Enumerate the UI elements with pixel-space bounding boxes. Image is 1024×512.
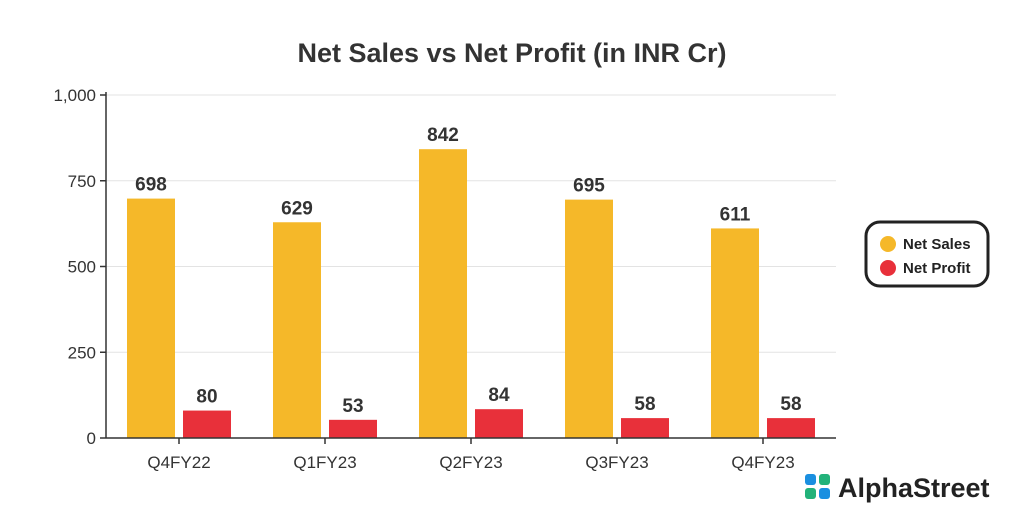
data-label-net-sales: 629 <box>281 198 313 219</box>
data-label-net-profit: 53 <box>342 396 363 417</box>
x-tick-label: Q4FY22 <box>147 453 210 472</box>
x-tick-label: Q3FY23 <box>585 453 648 472</box>
legend-box <box>864 220 990 288</box>
y-tick-label: 0 <box>87 429 96 448</box>
bar-net-sales-q2fy23 <box>419 149 467 438</box>
x-tick-label: Q2FY23 <box>439 453 502 472</box>
data-label-net-profit: 80 <box>196 387 217 408</box>
data-label-net-sales: 611 <box>720 204 751 225</box>
bar-net-sales-q4fy23 <box>711 228 759 438</box>
data-label-net-sales: 842 <box>427 125 459 146</box>
legend-label-net-sales: Net Sales <box>903 236 971 253</box>
bar-net-sales-q1fy23 <box>273 222 321 438</box>
data-label-net-sales: 695 <box>573 176 605 197</box>
legend-label-net-profit: Net Profit <box>903 260 971 277</box>
data-label-net-profit: 58 <box>780 394 801 415</box>
chart-title: Net Sales vs Net Profit (in INR Cr) <box>297 38 726 68</box>
bar-net-profit-q4fy22 <box>183 410 231 438</box>
data-label-net-sales: 698 <box>135 175 167 196</box>
y-tick-label: 500 <box>68 258 96 277</box>
brand-name: AlphaStreet <box>838 473 990 503</box>
bar-net-profit-q2fy23 <box>475 409 523 438</box>
legend-marker-net-profit <box>880 260 896 276</box>
y-tick-label: 1,000 <box>53 86 96 105</box>
brand-logo: AlphaStreet <box>805 473 990 503</box>
bar-net-sales-q4fy22 <box>127 198 175 438</box>
bar-net-profit-q4fy23 <box>767 418 815 438</box>
y-axis-ticks: 0 250 500 750 1,000 <box>53 86 106 448</box>
bar-net-sales-q3fy23 <box>565 199 613 438</box>
bar-net-profit-q1fy23 <box>329 419 377 438</box>
x-tick-label: Q4FY23 <box>731 453 794 472</box>
bar-net-profit-q3fy23 <box>621 418 669 438</box>
legend: Net Sales Net Profit <box>864 220 990 288</box>
legend-marker-net-sales <box>880 236 896 252</box>
data-labels: 698 80 629 53 842 84 695 58 611 58 <box>135 125 801 417</box>
data-label-net-profit: 58 <box>634 394 655 415</box>
x-tick-label: Q1FY23 <box>293 453 356 472</box>
x-axis-ticks: Q4FY22 Q1FY23 Q2FY23 Q3FY23 Q4FY23 <box>147 438 795 472</box>
y-tick-label: 250 <box>68 343 96 362</box>
alphastreet-logo-icon <box>805 474 830 499</box>
data-label-net-profit: 84 <box>488 385 510 406</box>
bars <box>127 149 815 438</box>
y-tick-label: 750 <box>68 172 96 191</box>
